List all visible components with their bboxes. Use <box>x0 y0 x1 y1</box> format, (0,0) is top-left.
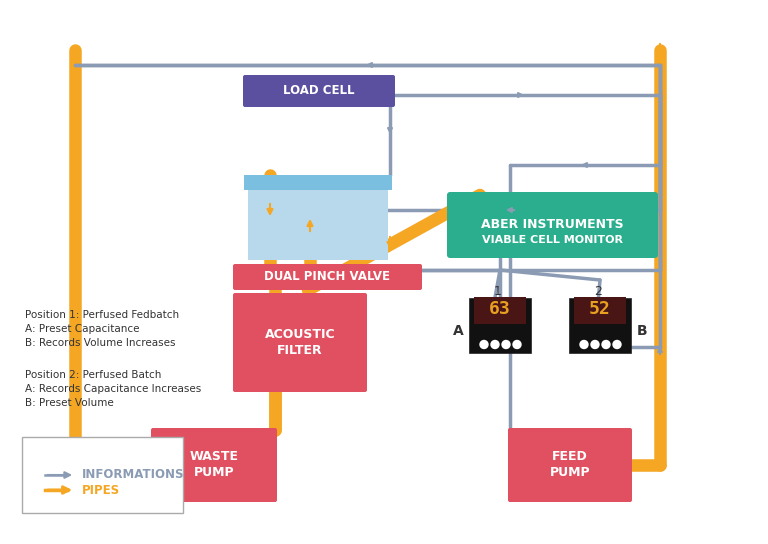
FancyBboxPatch shape <box>447 192 658 258</box>
Circle shape <box>580 341 588 349</box>
Circle shape <box>513 341 521 349</box>
FancyBboxPatch shape <box>569 298 631 353</box>
Text: 1: 1 <box>494 285 502 298</box>
Text: B: B <box>637 324 647 338</box>
FancyBboxPatch shape <box>244 175 392 190</box>
Text: WASTE
PUMP: WASTE PUMP <box>190 450 239 479</box>
Circle shape <box>602 341 610 349</box>
Circle shape <box>591 341 599 349</box>
Text: 63: 63 <box>489 300 511 318</box>
FancyBboxPatch shape <box>469 298 531 353</box>
FancyBboxPatch shape <box>508 428 632 502</box>
Text: A: A <box>453 324 464 338</box>
Text: ABER INSTRUMENTS: ABER INSTRUMENTS <box>481 219 624 232</box>
FancyBboxPatch shape <box>233 293 367 392</box>
Circle shape <box>613 341 621 349</box>
FancyBboxPatch shape <box>243 75 395 107</box>
Text: PIPES: PIPES <box>82 484 120 497</box>
Circle shape <box>491 341 499 349</box>
FancyBboxPatch shape <box>22 437 183 513</box>
FancyBboxPatch shape <box>574 296 626 324</box>
Text: 52: 52 <box>589 300 611 318</box>
Text: 2: 2 <box>594 285 602 298</box>
Circle shape <box>480 341 488 349</box>
Text: VIABLE CELL MONITOR: VIABLE CELL MONITOR <box>482 235 623 245</box>
Text: Position 1: Perfused Fedbatch
A: Preset Capacitance
B: Records Volume Increases: Position 1: Perfused Fedbatch A: Preset … <box>25 310 179 348</box>
Circle shape <box>502 341 510 349</box>
Text: INFORMATIONS: INFORMATIONS <box>82 468 184 481</box>
Text: FEED
PUMP: FEED PUMP <box>550 450 591 479</box>
Text: ACOUSTIC
FILTER: ACOUSTIC FILTER <box>265 327 336 356</box>
FancyBboxPatch shape <box>233 264 422 290</box>
FancyBboxPatch shape <box>248 175 388 260</box>
FancyBboxPatch shape <box>474 296 526 324</box>
Text: DUAL PINCH VALVE: DUAL PINCH VALVE <box>264 270 390 283</box>
Text: LOAD CELL: LOAD CELL <box>283 84 355 97</box>
Text: Position 2: Perfused Batch
A: Records Capacitance Increases
B: Preset Volume: Position 2: Perfused Batch A: Records Ca… <box>25 370 201 408</box>
FancyBboxPatch shape <box>151 428 277 502</box>
